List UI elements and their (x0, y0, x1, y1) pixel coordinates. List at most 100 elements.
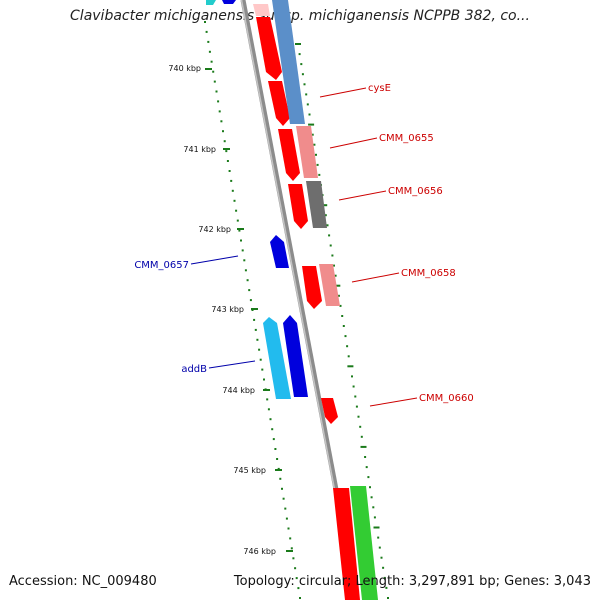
ruler-dot (236, 219, 239, 222)
gene-block-cysE[interactable] (272, 0, 305, 124)
ruler-tick (337, 294, 340, 297)
gene-block-CMM-0658[interactable] (319, 264, 340, 306)
gene-label-addB[interactable]: addB (181, 364, 207, 375)
ruler-tick (328, 234, 331, 237)
gene-label-CMM-0656[interactable]: CMM_0656 (388, 186, 443, 197)
ruler-tick (308, 113, 311, 116)
leader-CMM-0657 (190, 255, 239, 265)
ruler-tick (370, 496, 373, 499)
gene-arrow[interactable] (206, 0, 216, 5)
ruler-tick (354, 395, 357, 398)
ruler-tick (387, 597, 389, 599)
ruler-dot (289, 537, 292, 540)
ruler-dot (256, 338, 259, 341)
ruler-tick (355, 405, 358, 408)
ruler-dot (279, 477, 282, 480)
gene-block-CMM-0655[interactable] (296, 126, 318, 178)
ruler-dot (258, 348, 261, 351)
ruler-dot (259, 358, 262, 361)
ruler-major-tick (263, 389, 270, 391)
ruler-tick (351, 375, 353, 378)
gene-block[interactable] (350, 486, 378, 600)
accession-label: Accession: NC_009480 (9, 574, 157, 589)
ruler-tick (329, 244, 332, 247)
ruler-tick (369, 486, 371, 489)
ruler-dot (269, 418, 272, 421)
ruler-tick (380, 556, 383, 559)
gene-arrow[interactable] (222, 0, 236, 4)
gene-label-CMM-0655[interactable]: CMM_0655 (379, 133, 434, 144)
leader-CMM-0660 (369, 397, 418, 407)
ruler-dot (231, 189, 234, 192)
gene-arrow[interactable] (283, 315, 308, 397)
ruler-tick (372, 506, 375, 509)
ruler-dot (248, 289, 251, 292)
gene-arrow-CMM-0657[interactable] (270, 235, 289, 268)
ruler-tick (357, 415, 360, 418)
ruler-dot (240, 239, 242, 242)
ruler-dot (295, 577, 298, 580)
gene-arrow-CMM-0660[interactable] (321, 398, 338, 424)
outer-ruler-dots (204, 21, 301, 599)
ruler-dot (277, 467, 280, 470)
ruler-dot (225, 150, 228, 153)
ruler-tick (378, 546, 381, 549)
ruler-tick (318, 173, 321, 176)
ruler-dot (285, 517, 288, 520)
ruler-tick (339, 304, 342, 307)
gene-label-CMM-0657[interactable]: CMM_0657 (134, 260, 189, 271)
ruler-tick (347, 355, 350, 358)
ruler-dot (220, 120, 223, 123)
ruler-tick (303, 83, 306, 86)
gene-arrow[interactable] (268, 81, 290, 126)
ruler-tick (315, 153, 317, 156)
ruler-label: 743 kbp (211, 305, 244, 314)
ruler-tick (324, 214, 327, 217)
ruler-tick (347, 365, 354, 368)
ruler-dot (276, 458, 279, 460)
gene-arrow[interactable] (278, 129, 300, 181)
genome-summary: Topology: circular; Length: 3,297,891 bp… (233, 574, 591, 589)
ruler-tick (305, 93, 308, 96)
ruler-tick (321, 204, 328, 207)
ruler-label: 744 kbp (222, 386, 255, 395)
gene-arrow[interactable] (256, 17, 282, 80)
gene-arrow[interactable] (302, 266, 322, 309)
ruler-dot (205, 30, 208, 33)
ruler-label: 746 kbp (243, 547, 276, 556)
ruler-labels: 740 kbp 741 kbp 742 kbp 743 kbp 744 kbp … (168, 64, 276, 556)
ruler-tick (341, 315, 344, 317)
ruler-dot (210, 60, 213, 63)
gene-block-CMM-0656[interactable] (306, 181, 327, 228)
leader-cysE (319, 87, 367, 98)
ruler-dot (223, 140, 226, 143)
ruler-tick (301, 73, 304, 76)
gene-arrow[interactable] (288, 184, 308, 229)
ruler-dot (282, 497, 285, 500)
ruler-dot (213, 80, 216, 83)
gene-label-cysE[interactable]: cysE (368, 83, 391, 94)
ruler-tick (331, 254, 334, 257)
ruler-dot (292, 557, 295, 560)
ruler-label: 742 kbp (198, 225, 231, 234)
ruler-major-tick (251, 308, 258, 310)
gene-label-CMM-0660[interactable]: CMM_0660 (419, 393, 474, 404)
ruler-dot (233, 199, 236, 202)
ruler-tick (316, 163, 319, 166)
ruler-dot (272, 438, 275, 441)
gene-label-CMM-0658[interactable]: CMM_0658 (401, 268, 456, 279)
feature-track (206, 0, 378, 600)
ruler-tick (342, 325, 345, 327)
ruler-label: 741 kbp (183, 145, 216, 154)
gene-block[interactable] (333, 488, 360, 600)
ruler-tick (377, 536, 380, 539)
ruler-dot (212, 70, 215, 73)
ruler-dot (244, 269, 247, 272)
ruler-major-tick (286, 550, 293, 552)
ruler-tick (333, 264, 335, 267)
leader-CMM-0656 (338, 190, 387, 201)
gene-labels: cysE CMM_0655 CMM_0656 CMM_0657 CMM_0658… (134, 83, 473, 404)
gene-arrow-addB[interactable] (263, 317, 291, 399)
gene-block[interactable] (253, 4, 270, 16)
ruler-tick (313, 143, 316, 146)
